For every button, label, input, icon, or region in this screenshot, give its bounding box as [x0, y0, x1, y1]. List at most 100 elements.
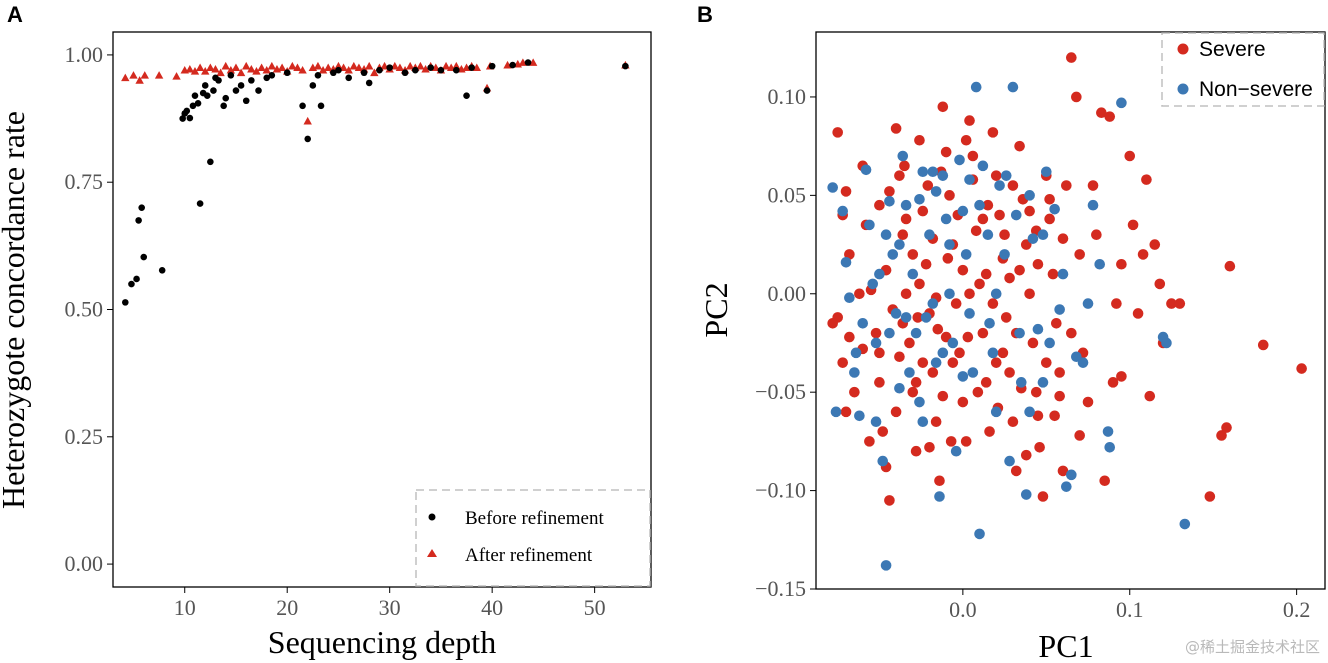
- b-severe-point: [974, 278, 985, 290]
- b-non-severe-point: [900, 199, 912, 211]
- b-non-severe-point: [1010, 209, 1022, 221]
- b-severe-point: [840, 186, 852, 197]
- b-severe-point: [917, 357, 929, 368]
- b-severe-point: [957, 264, 969, 276]
- b-severe-point: [1096, 107, 1107, 118]
- b-non-severe-point: [914, 396, 925, 408]
- b-severe-point: [1066, 52, 1077, 63]
- b-severe-point: [1057, 233, 1069, 244]
- b-severe-point: [1037, 491, 1049, 502]
- b-severe-point: [1074, 249, 1085, 260]
- b-non-severe-point: [987, 347, 999, 359]
- b-severe-point: [1024, 205, 1035, 217]
- b-severe-point: [1054, 367, 1065, 378]
- panel-a: A 0.00 0.25 0.50 0.75 1.00 10 20 30 40 50 Sequen…: [0, 2, 652, 660]
- a-before-point: [452, 66, 460, 74]
- panel-b-points: [827, 52, 1307, 571]
- b-non-severe-point: [1024, 406, 1035, 418]
- a-after-point: [405, 61, 415, 70]
- a-before-point: [179, 115, 186, 122]
- a-before-point: [135, 217, 142, 224]
- a-after-point: [288, 61, 297, 70]
- legend-after-label: After refinement: [465, 545, 593, 566]
- b-non-severe-point: [1041, 166, 1052, 178]
- b-severe-point: [982, 199, 994, 211]
- b-non-severe-point: [860, 164, 872, 176]
- b-non-severe-point: [937, 347, 949, 359]
- b-non-severe-point: [1027, 233, 1039, 244]
- a-before-point: [317, 102, 325, 110]
- a-before-point: [128, 280, 135, 288]
- b-severe-point: [894, 170, 905, 181]
- a-before-point: [242, 97, 250, 105]
- a-after-point: [395, 63, 405, 72]
- b-non-severe-point: [907, 268, 919, 280]
- b-x-tick-label: 0.1: [1116, 597, 1144, 622]
- b-y-tick-label: −0.15: [755, 576, 806, 601]
- b-severe-point: [917, 205, 929, 217]
- b-severe-point: [874, 347, 885, 359]
- b-non-severe-point: [974, 528, 985, 540]
- b-severe-point: [877, 426, 889, 437]
- b-y-tick-label: −0.05: [755, 379, 806, 404]
- b-severe-point: [827, 317, 838, 329]
- b-severe-point: [914, 134, 925, 146]
- b-severe-point: [977, 327, 989, 339]
- a-after-point: [190, 67, 200, 75]
- a-before-point: [227, 71, 235, 79]
- b-non-severe-point: [1007, 81, 1019, 93]
- b-non-severe-point: [904, 367, 915, 378]
- b-severe-point: [1124, 150, 1136, 162]
- a-before-point: [263, 74, 271, 82]
- b-severe-point: [884, 186, 895, 197]
- b-severe-point: [899, 160, 910, 172]
- a-after-point: [211, 64, 220, 73]
- b-non-severe-point: [927, 298, 939, 309]
- b-severe-point: [1024, 288, 1035, 300]
- b-non-severe-point: [1179, 518, 1191, 530]
- b-severe-point: [1296, 363, 1307, 374]
- b-severe-point: [950, 298, 962, 309]
- b-severe-point: [840, 406, 852, 418]
- panel-a-x-ticks: 10 20 30 40 50: [174, 587, 606, 620]
- a-after-point: [324, 63, 333, 72]
- b-non-severe-point: [950, 445, 962, 457]
- a-after-point: [201, 67, 210, 75]
- b-non-severe-point: [1104, 441, 1116, 453]
- panel-b-x-axis-title: PC1: [1038, 628, 1093, 663]
- b-severe-point: [1007, 416, 1019, 428]
- b-severe-point: [900, 288, 912, 300]
- a-before-point: [220, 102, 227, 110]
- a-after-point: [370, 68, 379, 77]
- b-non-severe-point: [1094, 258, 1106, 270]
- a-before-point: [248, 77, 255, 84]
- b-non-severe-point: [874, 268, 885, 280]
- b-non-severe-point: [924, 229, 935, 241]
- b-severe-point: [937, 390, 949, 402]
- b-non-severe-point: [1077, 357, 1089, 368]
- b-severe-point: [1204, 491, 1216, 502]
- b-non-severe-point: [1087, 199, 1099, 211]
- a-before-point: [215, 77, 222, 84]
- b-severe-point: [1051, 317, 1062, 329]
- b-non-severe-point: [937, 170, 949, 181]
- b-severe-point: [914, 278, 925, 290]
- a-after-point: [226, 65, 236, 74]
- a-before-point: [309, 82, 317, 89]
- b-severe-point: [1116, 258, 1127, 270]
- b-non-severe-point: [947, 337, 959, 349]
- panel-b-x-ticks: 0.0 0.1 0.2: [949, 589, 1310, 622]
- a-after-point: [206, 63, 215, 72]
- b-non-severe-point: [930, 186, 942, 197]
- b-severe-point: [1082, 396, 1094, 408]
- b-non-severe-point: [1044, 337, 1055, 349]
- a-after-point: [293, 63, 302, 72]
- a-before-point: [203, 92, 211, 99]
- b-non-severe-point: [944, 288, 955, 300]
- b-non-severe-point: [1020, 489, 1032, 500]
- b-severe-point: [1061, 180, 1072, 191]
- b-non-severe-point: [857, 317, 869, 329]
- a-after-point: [121, 73, 130, 82]
- panel-b-letter: B: [697, 2, 713, 27]
- b-severe-point: [980, 377, 992, 388]
